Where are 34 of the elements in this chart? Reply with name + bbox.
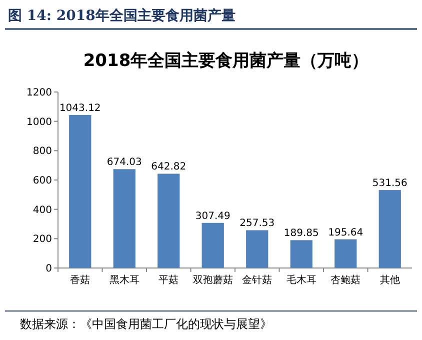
y-tick-label: 400 [32, 204, 52, 216]
data-label: 189.85 [284, 228, 319, 240]
data-label: 674.03 [106, 157, 142, 168]
data-label: 1043.12 [59, 103, 101, 114]
y-tick-label: 800 [32, 146, 52, 158]
y-tick-label: 0 [46, 264, 52, 274]
x-tick-label: 香菇 [70, 274, 90, 286]
x-tick-label: 毛木耳 [286, 274, 316, 286]
bar [202, 222, 224, 268]
bar [69, 115, 92, 268]
bar [158, 174, 180, 268]
x-tick-label: 黑木耳 [109, 274, 140, 286]
caption: 图 14: 2018年全国主要食用菌产量 [8, 7, 236, 24]
bar [113, 169, 136, 268]
bar [246, 230, 268, 268]
x-tick-label: 其他 [380, 274, 400, 286]
bar [334, 239, 357, 268]
data-label: 257.53 [240, 218, 275, 230]
x-tick-label: 平菇 [158, 274, 179, 286]
data-label: 195.64 [328, 227, 364, 238]
data-label: 531.56 [372, 178, 408, 190]
bar [290, 240, 312, 268]
source-note: 数据来源：《中国食用菌工厂化的现状与展望》 [20, 317, 272, 331]
x-tick-label: 双孢蘑菇 [192, 274, 233, 286]
y-tick-label: 600 [32, 176, 52, 186]
y-tick-label: 1000 [26, 116, 52, 128]
chart-title: 2018年全国主要食用菌产量（万吨） [83, 51, 369, 71]
x-tick-label: 杏鲍菇 [330, 274, 361, 286]
y-tick-label: 200 [32, 234, 52, 246]
data-label: 642.82 [151, 162, 186, 173]
data-label: 307.49 [195, 210, 230, 222]
bar [378, 190, 401, 268]
x-tick-label: 金针菇 [242, 274, 272, 286]
y-tick-label: 1200 [26, 88, 52, 98]
